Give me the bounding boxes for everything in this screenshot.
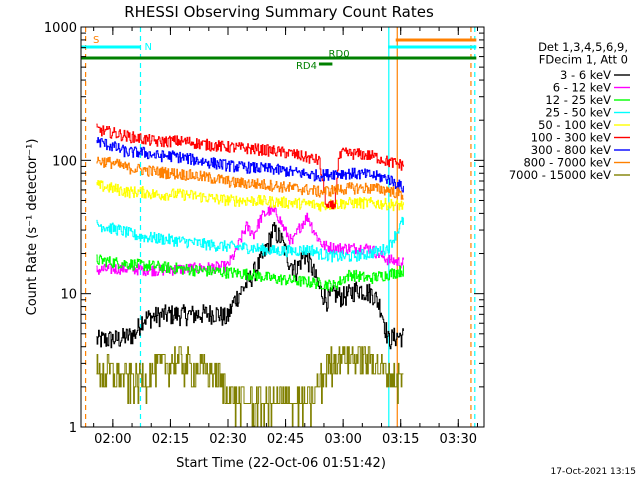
legend-label-3: 25 - 50 keV <box>545 106 611 120</box>
legend-label-7: 800 - 7000 keV <box>523 156 611 170</box>
y-axis-label: Count Rate (s⁻¹ detector⁻¹) <box>25 139 40 316</box>
x-tick-label-5: 03:15 <box>382 432 419 447</box>
y-tick-label-3: 1000 <box>44 21 77 36</box>
legend-label-4: 50 - 100 keV <box>538 118 611 132</box>
legend-header-0: Det 1,3,4,5,6,9, <box>538 40 628 54</box>
series-layer <box>96 123 404 427</box>
legend-label-5: 100 - 300 keV <box>531 131 611 145</box>
chart-title: RHESSI Observing Summary Count Rates <box>124 3 434 21</box>
legend-header-1: FDecim 1, Att 0 <box>539 53 628 67</box>
footer-date: 17-Oct-2021 13:15 <box>551 467 636 477</box>
legend-label-6: 300 - 800 keV <box>531 143 611 157</box>
series-line-7 <box>96 156 404 200</box>
legend-label-0: 3 - 6 keV <box>560 68 611 82</box>
x-tick-label-0: 02:00 <box>94 432 131 447</box>
x-tick-label-4: 03:00 <box>324 432 361 447</box>
flag-label-rd4: RD4 <box>296 61 317 72</box>
x-tick-label-6: 03:30 <box>440 432 477 447</box>
y-tick-label-0: 1 <box>69 421 77 436</box>
series-line-8 <box>96 346 404 427</box>
flag-label-rd0: RD0 <box>329 49 350 60</box>
y-tick-label-1: 10 <box>60 288 77 303</box>
tick-layer: 02:00 02:15 02:30 02:45 03:00 03:15 03:30 1 10 10… <box>44 21 484 447</box>
vertical-marker-layer <box>85 27 476 427</box>
y-tick-label-2: 100 <box>52 154 77 169</box>
series-line-4 <box>96 180 404 212</box>
series-line-3 <box>96 216 404 263</box>
x-tick-label-2: 02:30 <box>209 432 246 447</box>
x-tick-label-3: 02:45 <box>267 432 304 447</box>
series-line-6 <box>96 137 404 193</box>
series-line-0 <box>96 222 404 350</box>
legend: Det 1,3,4,5,6,9,FDecim 1, Att 03 - 6 keV… <box>509 40 630 182</box>
plot-frame <box>80 26 485 428</box>
series-line-1 <box>96 205 404 277</box>
flag-layer: N S RD0 RD4 <box>81 35 477 72</box>
series-line-5 <box>96 123 404 210</box>
flag-label-s: S <box>93 35 99 46</box>
x-axis-label: Start Time (22-Oct-06 01:51:42) <box>176 456 386 471</box>
x-tick-label-1: 02:15 <box>152 432 189 447</box>
legend-label-1: 6 - 12 keV <box>553 81 611 95</box>
series-line-2 <box>96 254 404 292</box>
legend-label-8: 7000 - 15000 keV <box>509 168 611 182</box>
flag-label-n: N <box>144 42 151 53</box>
legend-label-2: 12 - 25 keV <box>545 93 611 107</box>
